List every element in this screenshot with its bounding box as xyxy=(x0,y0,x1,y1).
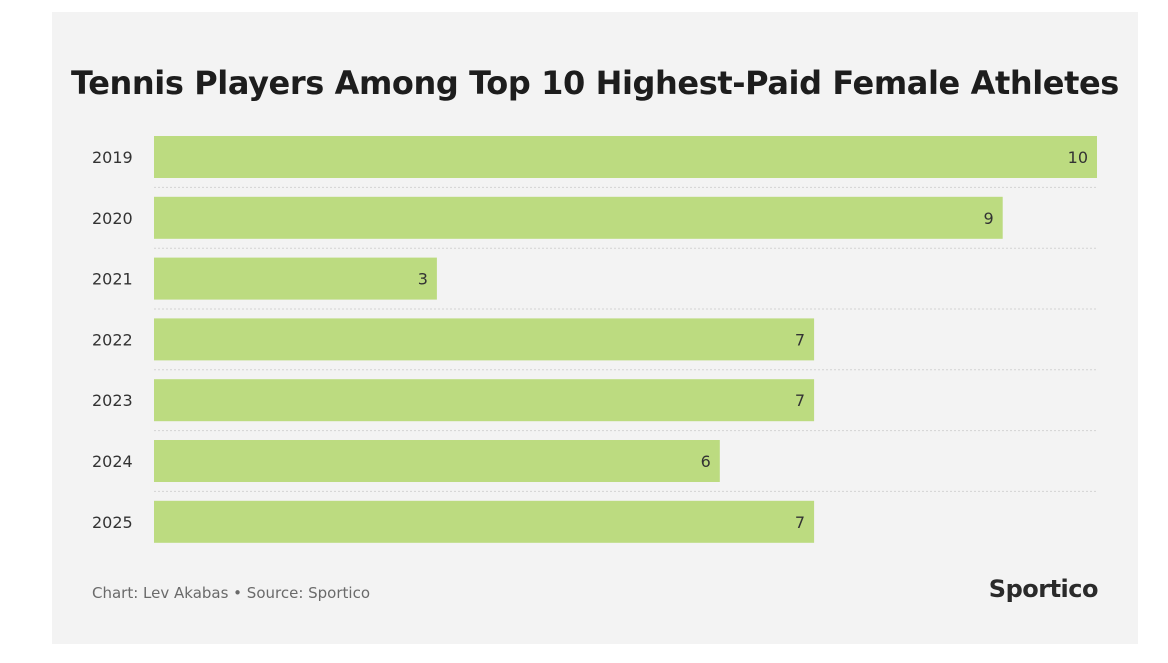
category-label-2021: 2021 xyxy=(92,270,133,289)
data-label-2020: 9 xyxy=(984,209,994,228)
bar-2023 xyxy=(154,379,815,422)
bar-2021 xyxy=(154,257,437,300)
bar-2024 xyxy=(154,440,720,482)
data-label-2019: 10 xyxy=(1068,148,1088,167)
category-label-2022: 2022 xyxy=(92,330,133,349)
bar-2019 xyxy=(154,136,1097,178)
sportico-logo: Sportico xyxy=(988,575,1099,603)
category-label-2019: 2019 xyxy=(92,148,133,167)
data-label-2022: 7 xyxy=(795,330,805,349)
data-label-2021: 3 xyxy=(418,270,428,289)
category-label-2025: 2025 xyxy=(92,513,133,532)
category-label-2024: 2024 xyxy=(92,452,133,471)
bar-2022 xyxy=(154,318,815,361)
bar-2025 xyxy=(154,500,815,543)
category-label-2020: 2020 xyxy=(92,209,133,228)
chart-title: Tennis Players Among Top 10 Highest-Paid… xyxy=(71,64,1119,102)
data-label-2024: 6 xyxy=(701,452,711,471)
data-label-2023: 7 xyxy=(795,391,805,410)
data-label-2025: 7 xyxy=(795,513,805,532)
chart-credit: Chart: Lev Akabas • Source: Sportico xyxy=(92,584,370,602)
category-label-2023: 2023 xyxy=(92,391,133,410)
bar-2020 xyxy=(154,196,1003,239)
